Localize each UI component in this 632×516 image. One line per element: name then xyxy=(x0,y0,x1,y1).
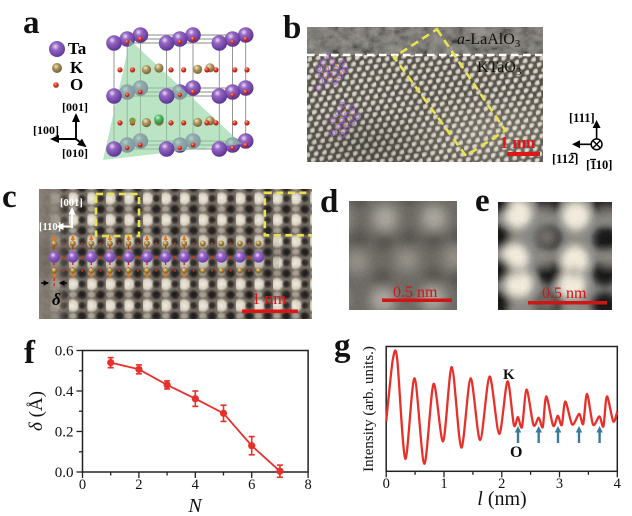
svg-text:δ (Å): δ (Å) xyxy=(26,391,47,431)
svg-text:KTaO3: KTaO3 xyxy=(477,59,522,78)
svg-text:0.5 nm: 0.5 nm xyxy=(393,284,438,301)
svg-text:1: 1 xyxy=(440,476,447,492)
svg-text:0.2: 0.2 xyxy=(55,425,74,441)
svg-text:0.4: 0.4 xyxy=(55,384,74,400)
svg-text:Intensity (arb. units.): Intensity (arb. units.) xyxy=(361,346,377,472)
svg-text:8: 8 xyxy=(304,477,311,493)
svg-text:0.6: 0.6 xyxy=(55,344,74,360)
svg-text:[111]: [111] xyxy=(569,111,595,125)
svg-text:1 nm: 1 nm xyxy=(252,289,286,308)
svg-text:K: K xyxy=(503,367,515,383)
svg-text:0.0: 0.0 xyxy=(55,465,74,481)
svg-text:4: 4 xyxy=(614,476,622,492)
svg-text:2: 2 xyxy=(135,477,142,493)
svg-text:a-LaAlO3: a-LaAlO3 xyxy=(457,31,521,50)
svg-text:6: 6 xyxy=(248,477,255,493)
svg-text:[001]: [001] xyxy=(60,198,83,209)
svg-text:[112]: [112] xyxy=(552,152,578,166)
svg-text:[110]: [110] xyxy=(39,222,61,233)
svg-text:N: N xyxy=(187,495,203,516)
svg-text:2: 2 xyxy=(498,476,505,492)
svg-text:0: 0 xyxy=(383,476,390,492)
svg-text:δ: δ xyxy=(52,290,61,309)
svg-text:l (nm): l (nm) xyxy=(477,488,526,510)
svg-text:[110]: [110] xyxy=(586,158,612,172)
svg-text:0.5 nm: 0.5 nm xyxy=(542,285,587,302)
svg-text:4: 4 xyxy=(192,477,200,493)
svg-text:0: 0 xyxy=(79,477,86,493)
svg-text:O: O xyxy=(510,444,522,461)
svg-text:1 nm: 1 nm xyxy=(500,133,536,152)
svg-text:3: 3 xyxy=(556,476,563,492)
